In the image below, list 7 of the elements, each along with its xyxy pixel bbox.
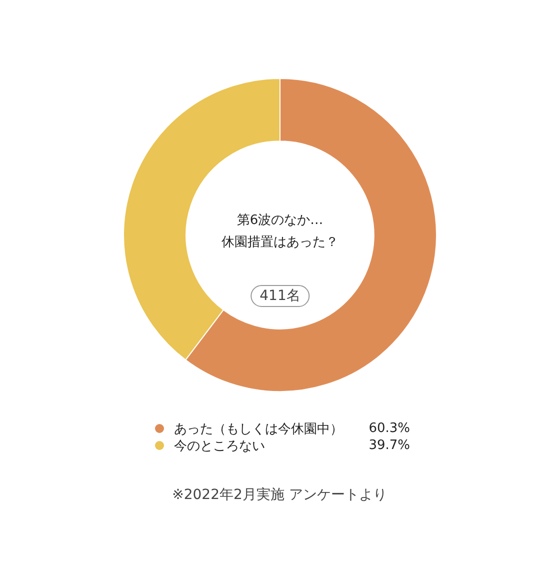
text: ※2022年2月実施 アンケートより — [171, 486, 388, 504]
data-label: 60.3% — [368, 421, 410, 436]
text: 第6波のなか… 休園措置はあった？ — [220, 212, 340, 252]
text: 411名 — [250, 285, 310, 307]
legend-label: 今のところない — [174, 438, 266, 454]
legend-label: あった（もしくは今休園中） — [174, 420, 344, 438]
data-label: 39.7% — [368, 438, 410, 453]
